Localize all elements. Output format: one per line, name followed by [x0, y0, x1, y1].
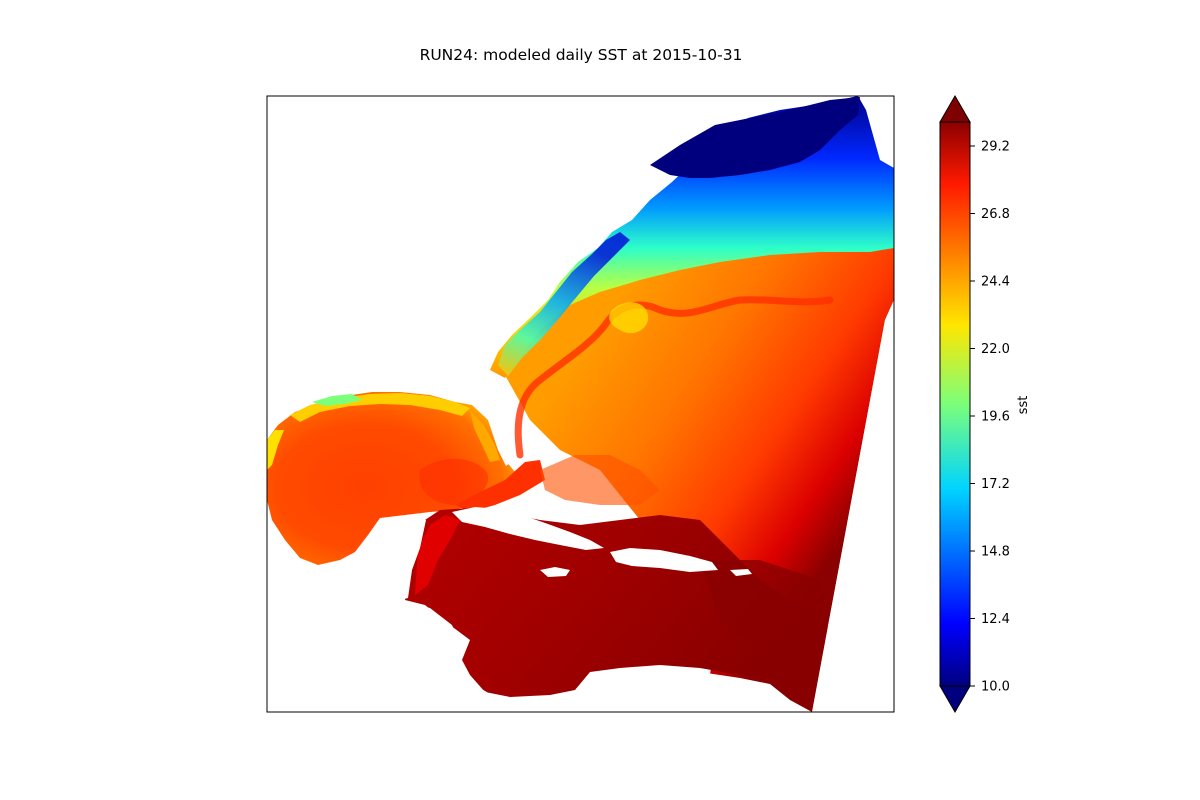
- hispaniola-land: [610, 548, 718, 572]
- texas-shelf: [267, 430, 284, 470]
- sst-field: [267, 96, 894, 712]
- florida-peninsula: [486, 380, 514, 466]
- colorbar-tick-label: 17.2: [981, 477, 1010, 492]
- map-axes-frame: [266, 95, 895, 713]
- colorbar-tick-label: 26.8: [981, 207, 1010, 222]
- caribbean-warm-patch: [700, 560, 830, 712]
- colorbar-tick-label: 10.0: [981, 680, 1010, 695]
- colorbar-under-extension: [939, 685, 971, 714]
- gulf-of-mexico: [267, 392, 515, 565]
- gulf-of-st-lawrence: [650, 97, 860, 178]
- colorbar-tick-label: 29.2: [981, 140, 1010, 155]
- central-america-land: [267, 560, 462, 712]
- colorbar-ticks: 10.0 12.4 14.8 17.2 19.6 22.0 24.4 26.8 29.2: [970, 140, 1010, 695]
- colorbar-over-extension: [939, 94, 971, 123]
- florida-straits: [455, 460, 545, 512]
- colorbar-body: [939, 121, 971, 687]
- colorbar-tick-label: 14.8: [981, 545, 1010, 560]
- loop-current: [419, 458, 489, 505]
- colorbar-tick-label: 12.4: [981, 612, 1010, 627]
- mississippi-delta-shelf: [312, 394, 362, 406]
- yucatan-current: [415, 515, 460, 595]
- venezuela-coast: [570, 668, 812, 712]
- coastal-shelf-water: [498, 232, 630, 376]
- yucatan-land: [352, 518, 426, 600]
- northern-shelf-water: [490, 96, 894, 378]
- warm-core-eddy: [609, 302, 649, 334]
- colorbar-tick-label: 24.4: [981, 275, 1010, 290]
- panama-land: [455, 682, 570, 712]
- florida-shelf: [470, 410, 500, 462]
- puerto-rico-land: [730, 569, 752, 576]
- caribbean-sea: [405, 508, 830, 712]
- plot-title: RUN24: modeled daily SST at 2015-10-31: [419, 46, 743, 64]
- cuba-land: [452, 507, 604, 550]
- colorbar-tick-label: 22.0: [981, 342, 1010, 357]
- colorbar: 10.0 12.4 14.8 17.2 19.6 22.0 24.4 26.8 29.2 sst: [939, 94, 1031, 714]
- east-boundary-mask: [812, 180, 894, 712]
- colorbar-tick-label: 19.6: [981, 410, 1010, 425]
- colorbar-label: sst: [1016, 396, 1031, 415]
- bahamas-waters: [540, 455, 660, 505]
- jamaica-land: [540, 567, 570, 577]
